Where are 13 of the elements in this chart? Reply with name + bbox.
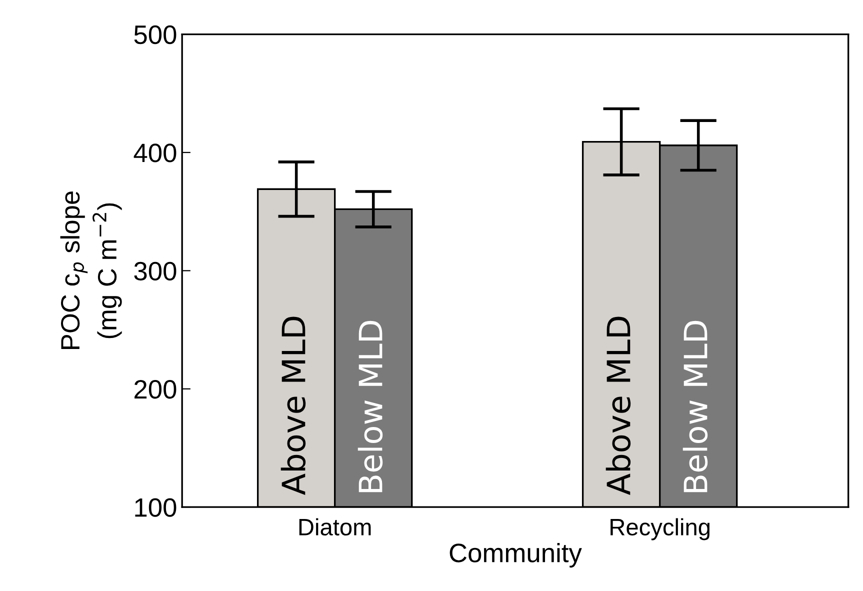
x-tick-label: Recycling bbox=[610, 518, 710, 540]
text: Below MLD bbox=[682, 320, 708, 492]
y-tick-label: 100 bbox=[135, 498, 176, 517]
series-label: Above MLD bbox=[280, 316, 306, 496]
text: Above MLD bbox=[606, 316, 631, 496]
y-tick-label: 400 bbox=[134, 144, 176, 162]
y-tick-label: 500 bbox=[134, 25, 176, 44]
y-axis-title: POC c$_{p}$ slope (mg C m$^{−2}$) bbox=[60, 192, 122, 349]
x-axis-title: Community bbox=[450, 542, 582, 568]
y-tick-label: 200 bbox=[134, 380, 176, 399]
series-label: Below MLD bbox=[358, 320, 383, 492]
y-tick-label: 300 bbox=[134, 262, 176, 280]
x-tick-label: Diatom bbox=[299, 518, 371, 536]
